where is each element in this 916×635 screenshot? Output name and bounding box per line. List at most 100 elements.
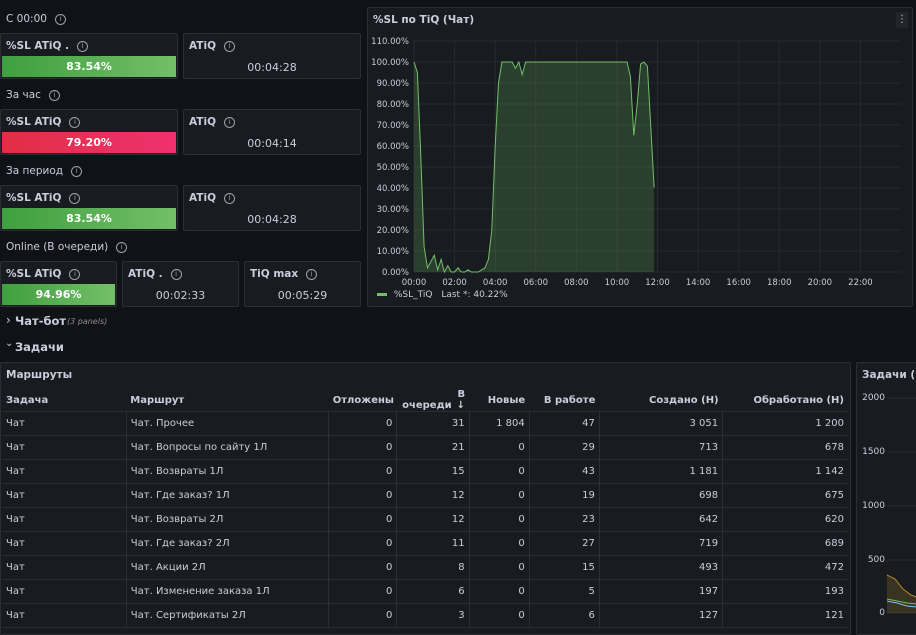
info-icon[interactable]: i xyxy=(224,40,235,52)
atiq-value: 00:04:28 xyxy=(247,213,297,226)
table-row[interactable]: Чат Чат. Вопросы по сайту 1Л 0 21 0 29 713 678 xyxy=(2,435,848,460)
info-icon[interactable]: i xyxy=(224,192,235,204)
table-cell: Чат. Где заказ? 2Л xyxy=(126,531,330,556)
table-cell: 0 xyxy=(469,555,530,580)
table-cell: Чат. Вопросы по сайту 1Л xyxy=(126,435,330,460)
table-cell: 15 xyxy=(529,555,600,580)
sl-tiq-chart-panel[interactable]: %SL по TiQ (Чат) ⋮ 0.00% 10.00% 20.00% 30.0… xyxy=(367,7,913,307)
tiq-max-stat-panel[interactable]: TiQ max i 00:05:29 xyxy=(244,261,361,307)
info-icon[interactable]: i xyxy=(69,268,81,280)
table-cell: 1 181 xyxy=(599,459,724,484)
series-line xyxy=(886,600,916,608)
table-cell: 47 xyxy=(529,411,600,436)
section-title: За час i xyxy=(6,89,60,101)
table-cell: Чат xyxy=(2,435,127,460)
table-cell: 5 xyxy=(529,579,600,604)
table-cell: Чат xyxy=(2,507,127,532)
y-tick-label: 1500 xyxy=(862,447,885,457)
table-row[interactable]: Чат Чат. Акции 2Л 0 8 0 15 493 472 xyxy=(2,555,848,580)
column-header[interactable]: Новые xyxy=(469,389,530,412)
y-tick-label: 1000 xyxy=(862,501,885,511)
table-cell: 675 xyxy=(722,483,848,508)
column-header[interactable]: Обработано (Н) xyxy=(722,389,848,412)
table-row[interactable]: Чат Чат. Возвраты 2Л 0 12 0 23 642 620 xyxy=(2,507,848,532)
atiq-stat-panel[interactable]: ATiQ i 00:04:14 xyxy=(183,109,361,155)
sl-value: 79.20% xyxy=(2,132,176,153)
table-cell: Чат. Изменение заказа 1Л xyxy=(126,579,330,604)
column-header[interactable]: В работе xyxy=(529,389,600,412)
collapsed-row-chatbot[interactable]: › Чат-бот (3 panels) xyxy=(0,313,916,329)
chevron-right-icon[interactable]: › xyxy=(6,313,11,327)
table-cell: 0 xyxy=(469,483,530,508)
table-cell: Чат. Возвраты 1Л xyxy=(126,459,330,484)
table-cell: 0 xyxy=(328,459,398,484)
table-cell: 0 xyxy=(328,555,398,580)
table-row[interactable]: Чат Чат. Где заказ? 2Л 0 11 0 27 719 689 xyxy=(2,531,848,556)
table-row[interactable]: Чат Чат. Сертификаты 2Л 0 3 0 6 127 121 xyxy=(2,603,848,628)
tasks-chart-panel[interactable]: Задачи (Чат 2000 1500 1000 500 0 xyxy=(856,362,916,635)
chart-legend[interactable]: %SL_TiQ Last *: 40.22% xyxy=(377,290,508,300)
table-cell: 127 xyxy=(599,603,724,628)
series-area xyxy=(414,62,655,272)
routes-table-panel[interactable]: Маршруты Задача Маршрут Отложены В очере… xyxy=(0,362,851,635)
x-tick-label: 08:00 xyxy=(564,278,589,288)
table-cell: 12 xyxy=(396,507,470,532)
info-icon[interactable]: i xyxy=(170,268,182,280)
atiq-stat-panel[interactable]: ATiQ i 00:04:28 xyxy=(183,185,361,231)
chart-title: %SL по TiQ (Чат) xyxy=(373,14,475,26)
sl-stat-panel[interactable]: %SL ATiQ i 83.54% xyxy=(0,185,178,231)
y-tick-label: 0 xyxy=(879,608,885,618)
info-icon[interactable]: i xyxy=(77,40,89,52)
sl-stat-panel[interactable]: %SL ATiQ i 79.20% xyxy=(0,109,178,155)
y-tick-label: 20.00% xyxy=(377,226,409,236)
info-icon[interactable]: i xyxy=(69,116,81,128)
atiq-stat-panel[interactable]: ATiQ i 00:04:28 xyxy=(183,33,361,79)
sl-stat-panel[interactable]: %SL ATiQ i 94.96% xyxy=(0,261,117,307)
section-title: С 00:00 i xyxy=(6,13,66,25)
table-cell: 8 xyxy=(396,555,470,580)
expanded-row-tasks[interactable]: ⌄ Задачи xyxy=(0,338,916,355)
column-header[interactable]: Маршрут xyxy=(126,389,329,412)
table-cell: 0 xyxy=(469,603,530,628)
info-icon[interactable]: i xyxy=(71,165,83,177)
sl-value: 83.54% xyxy=(2,208,176,229)
chevron-down-icon[interactable]: ⌄ xyxy=(5,338,14,349)
table-row[interactable]: Чат Чат. Возвраты 1Л 0 15 0 43 1 181 1 142 xyxy=(2,459,848,484)
info-icon[interactable]: i xyxy=(48,89,60,101)
table-cell: 6 xyxy=(529,603,600,628)
y-tick-label: 80.00% xyxy=(377,100,409,110)
vertical-dots-icon[interactable]: ⋮ xyxy=(896,12,908,28)
info-icon[interactable]: i xyxy=(306,268,318,280)
column-header[interactable]: Задача xyxy=(2,389,127,412)
sl-stat-panel[interactable]: %SL ATiQ .i 83.54% xyxy=(0,33,178,79)
y-tick-label: 100.00% xyxy=(371,58,409,68)
table-row[interactable]: Чат Чат. Изменение заказа 1Л 0 6 0 5 197 193 xyxy=(2,579,848,604)
row-title[interactable]: Чат-бот xyxy=(15,314,67,328)
y-tick-label: 70.00% xyxy=(377,121,409,131)
info-icon[interactable]: i xyxy=(69,192,81,204)
x-tick-label: 10:00 xyxy=(605,278,630,288)
column-header[interactable]: Отложены xyxy=(328,389,397,412)
table-cell: Чат. Где заказ? 1Л xyxy=(126,483,330,508)
table-cell: 12 xyxy=(396,483,470,508)
table-cell: 0 xyxy=(328,603,398,628)
y-tick-label: 90.00% xyxy=(377,79,409,89)
row-title[interactable]: Задачи xyxy=(15,340,64,354)
table-cell: Чат xyxy=(2,411,127,436)
info-icon[interactable]: i xyxy=(224,116,235,128)
table-row[interactable]: Чат Чат. Где заказ? 1Л 0 12 0 19 698 675 xyxy=(2,483,848,508)
info-icon[interactable]: i xyxy=(116,241,128,253)
table-row[interactable]: Чат Чат. Прочее 0 31 1 804 47 3 051 1 200 xyxy=(2,411,848,436)
side-chart xyxy=(886,397,916,614)
table-cell: Чат xyxy=(2,603,127,628)
x-tick-label: 00:00 xyxy=(402,278,427,288)
sl-value: 94.96% xyxy=(2,284,115,305)
table-cell: 193 xyxy=(722,579,848,604)
table-cell: 0 xyxy=(328,579,398,604)
x-tick-label: 14:00 xyxy=(686,278,711,288)
info-icon[interactable]: i xyxy=(54,13,66,25)
table-cell: 197 xyxy=(599,579,724,604)
atiq-stat-panel[interactable]: ATiQ .i 00:02:33 xyxy=(122,261,239,307)
column-header[interactable]: Создано (Н) xyxy=(599,389,723,412)
column-header-sorted[interactable]: В очереди ↓ xyxy=(396,389,470,412)
